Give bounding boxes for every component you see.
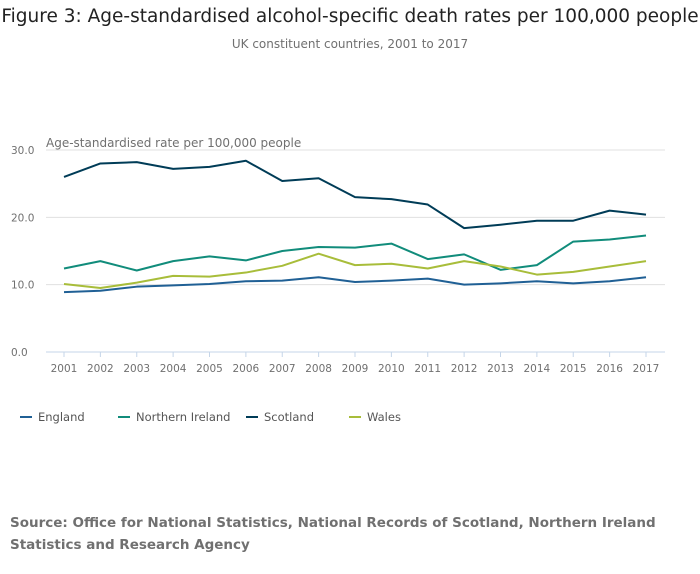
- chart-subtitle: UK constituent countries, 2001 to 2017: [231, 37, 469, 51]
- x-tick-label: 2001: [51, 363, 78, 375]
- chart-title: Figure 3: Age-standardised alcohol-speci…: [1, 6, 699, 27]
- x-tick-label: 2008: [305, 363, 332, 375]
- y-tick-label: 0.0: [11, 347, 28, 359]
- y-tick-label: 10.0: [11, 280, 34, 292]
- x-tick-label: 2003: [123, 363, 150, 375]
- y-tick-label: 30.0: [11, 145, 34, 157]
- x-tick-label: 2004: [160, 363, 187, 375]
- x-tick-label: 2011: [414, 363, 441, 375]
- x-tick-label: 2012: [451, 363, 478, 375]
- x-tick-label: 2006: [233, 363, 260, 375]
- x-tick-label: 2005: [196, 363, 223, 375]
- line-chart: 0.0 10.0 20.0 30.0 Age-standardised rate per…: [11, 136, 665, 424]
- legend-label: Scotland: [264, 410, 314, 424]
- x-tick-label: 2009: [342, 363, 369, 375]
- x-tick-label: 2016: [596, 363, 623, 375]
- x-tick-label: 2007: [269, 363, 296, 375]
- x-tick-label: 2015: [560, 363, 587, 375]
- x-tick-label: 2010: [378, 363, 405, 375]
- x-tick-label: 2013: [487, 363, 514, 375]
- legend-label: Northern Ireland: [136, 410, 230, 424]
- y-axis-label: Age-standardised rate per 100,000 people: [46, 136, 301, 150]
- legend-label: England: [38, 410, 85, 424]
- x-tick-label: 2014: [524, 363, 551, 375]
- series-line-wales: [63, 252, 647, 290]
- legend-label: Wales: [367, 410, 401, 424]
- x-tick-label: 2017: [633, 363, 660, 375]
- source-note: Source: Office for National Statistics, …: [10, 515, 656, 553]
- series-line-scotland: [63, 159, 647, 230]
- series-line-england: [63, 276, 647, 294]
- y-tick-label: 20.0: [11, 212, 34, 224]
- series-line-northern-ireland: [63, 234, 647, 272]
- x-tick-label: 2002: [87, 363, 114, 375]
